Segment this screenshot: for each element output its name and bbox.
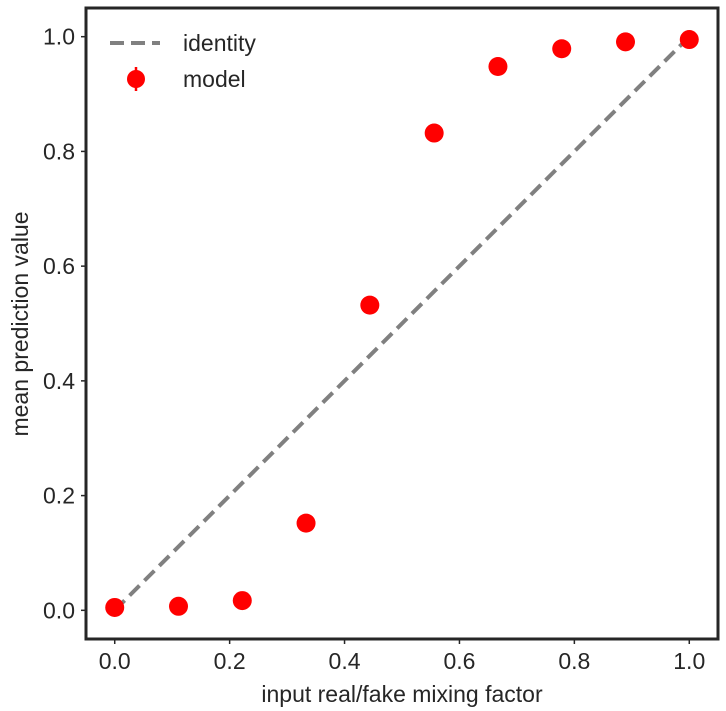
model-point [552,39,572,59]
legend-identity-label: identity [183,30,256,56]
model-point [679,30,699,50]
plot-frame [84,6,720,641]
model-point [488,57,508,77]
legend: identity model [110,30,256,92]
x-tick-label: 0.4 [329,648,361,674]
model-point [232,591,252,611]
y-axis-label: mean prediction value [7,211,33,436]
x-tick-label: 1.0 [673,648,705,674]
model-point [615,32,635,52]
legend-model-swatch [127,70,145,88]
y-tick-label: 0.0 [43,597,75,623]
model-point [105,597,125,617]
x-tick-label: 0.6 [443,648,475,674]
y-tick-label: 0.8 [43,138,75,164]
x-tick-label: 0.0 [99,648,131,674]
x-axis-ticks: 0.0 0.2 0.4 0.6 0.8 1.0 [99,639,705,674]
legend-model-label: model [183,66,246,92]
identity-series [113,35,691,612]
x-axis-label: input real/fake mixing factor [261,681,543,707]
y-tick-label: 0.4 [43,368,75,394]
x-tick-label: 0.8 [558,648,590,674]
y-axis-ticks: 0.0 0.2 0.4 0.6 0.8 1.0 [43,24,86,623]
model-point [169,596,189,616]
identity-line [113,35,691,612]
y-tick-label: 0.2 [43,483,75,509]
y-tick-label: 0.6 [43,253,75,279]
model-point [296,513,316,533]
model-series [105,30,699,617]
y-tick-label: 1.0 [43,24,75,50]
model-point [424,123,444,143]
model-point [360,295,380,315]
x-tick-label: 0.2 [214,648,246,674]
